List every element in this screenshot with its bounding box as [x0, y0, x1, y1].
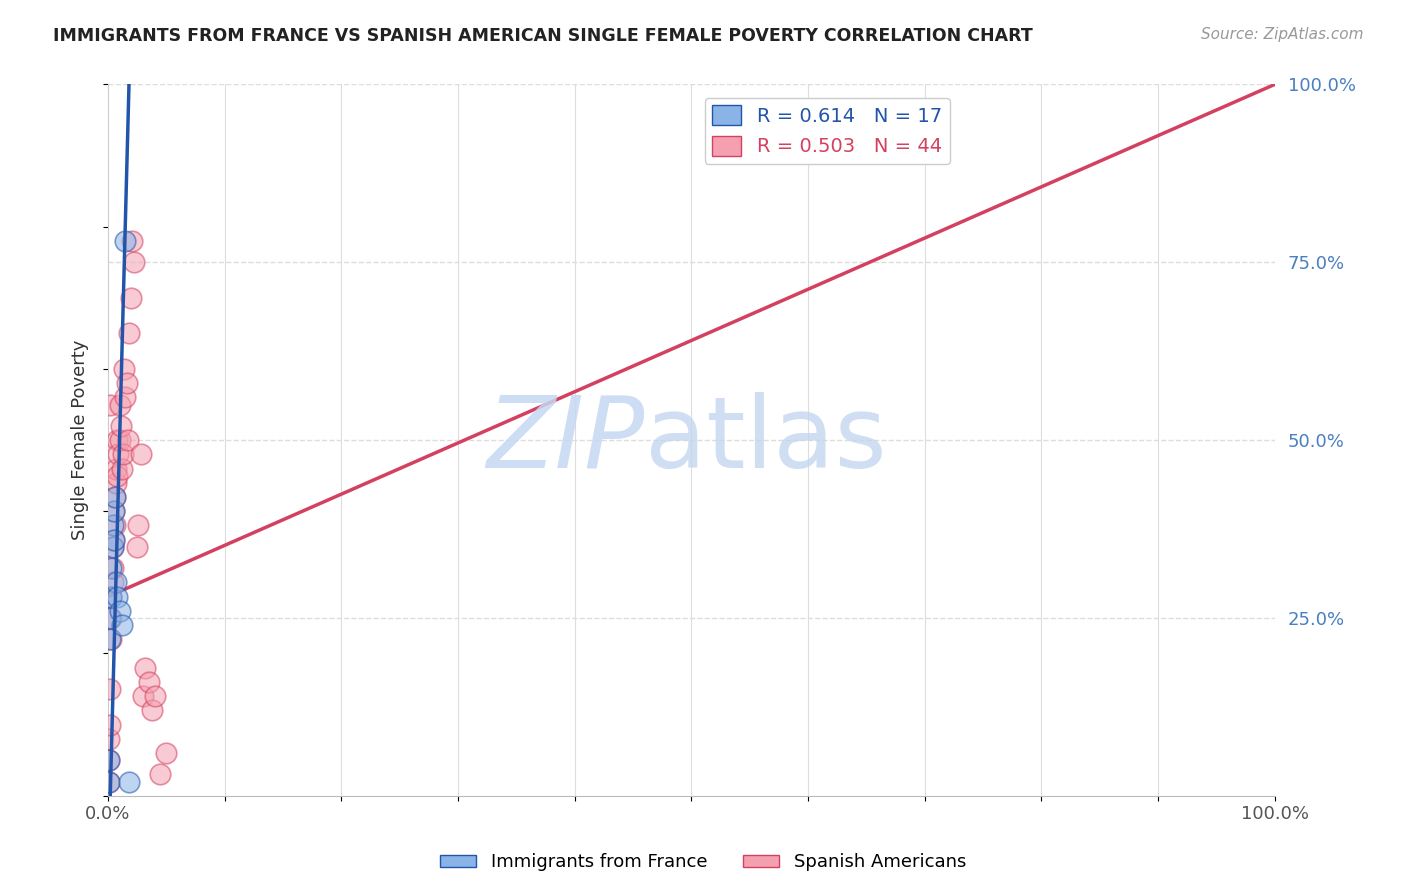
- Point: [105, 590, 128, 604]
- Point: [100, 561, 122, 575]
- Point: [105, 575, 128, 590]
- Point: [105, 461, 128, 475]
- Point: [104, 490, 127, 504]
- Point: [98, 681, 121, 696]
- Point: [108, 433, 131, 447]
- Point: [100, 590, 122, 604]
- Text: ZIP: ZIP: [486, 392, 645, 489]
- Point: [105, 468, 128, 483]
- Point: [98, 611, 121, 625]
- Point: [127, 518, 149, 533]
- Point: [103, 504, 125, 518]
- Point: [103, 533, 125, 547]
- Point: [98, 774, 121, 789]
- Point: [117, 433, 139, 447]
- Text: IMMIGRANTS FROM FRANCE VS SPANISH AMERICAN SINGLE FEMALE POVERTY CORRELATION CHA: IMMIGRANTS FROM FRANCE VS SPANISH AMERIC…: [53, 27, 1033, 45]
- Point: [132, 689, 155, 703]
- Point: [141, 703, 163, 717]
- Point: [98, 632, 121, 647]
- Point: [98, 717, 121, 731]
- Point: [104, 490, 127, 504]
- Point: [112, 447, 135, 461]
- Legend: R = 0.614   N = 17, R = 0.503   N = 44: R = 0.614 N = 17, R = 0.503 N = 44: [704, 98, 950, 164]
- Point: [108, 604, 131, 618]
- Point: [98, 398, 121, 412]
- Point: [101, 575, 124, 590]
- Point: [108, 398, 131, 412]
- Point: [105, 433, 128, 447]
- Text: atlas: atlas: [645, 392, 886, 489]
- Point: [114, 391, 136, 405]
- Point: [110, 418, 132, 433]
- Point: [114, 234, 136, 248]
- Point: [118, 774, 141, 789]
- Point: [111, 461, 134, 475]
- Y-axis label: Single Female Poverty: Single Female Poverty: [72, 340, 89, 541]
- Point: [120, 291, 142, 305]
- Point: [100, 632, 122, 647]
- Point: [98, 774, 121, 789]
- Point: [112, 362, 135, 376]
- Point: [149, 767, 172, 781]
- Point: [100, 611, 122, 625]
- Point: [115, 376, 138, 391]
- Point: [103, 504, 125, 518]
- Point: [98, 731, 121, 746]
- Point: [101, 540, 124, 554]
- Text: Source: ZipAtlas.com: Source: ZipAtlas.com: [1201, 27, 1364, 42]
- Point: [143, 689, 166, 703]
- Point: [127, 540, 149, 554]
- Point: [107, 447, 129, 461]
- Point: [138, 675, 160, 690]
- Point: [121, 234, 143, 248]
- Point: [111, 618, 134, 632]
- Point: [98, 753, 121, 767]
- Legend: Immigrants from France, Spanish Americans: Immigrants from France, Spanish American…: [433, 847, 973, 879]
- Point: [129, 447, 152, 461]
- Point: [101, 518, 124, 533]
- Point: [101, 561, 124, 575]
- Point: [104, 518, 127, 533]
- Point: [101, 540, 124, 554]
- Point: [155, 746, 177, 760]
- Point: [134, 661, 156, 675]
- Point: [105, 475, 128, 490]
- Point: [103, 533, 125, 547]
- Point: [100, 590, 122, 604]
- Point: [98, 753, 121, 767]
- Point: [118, 326, 141, 341]
- Point: [122, 255, 145, 269]
